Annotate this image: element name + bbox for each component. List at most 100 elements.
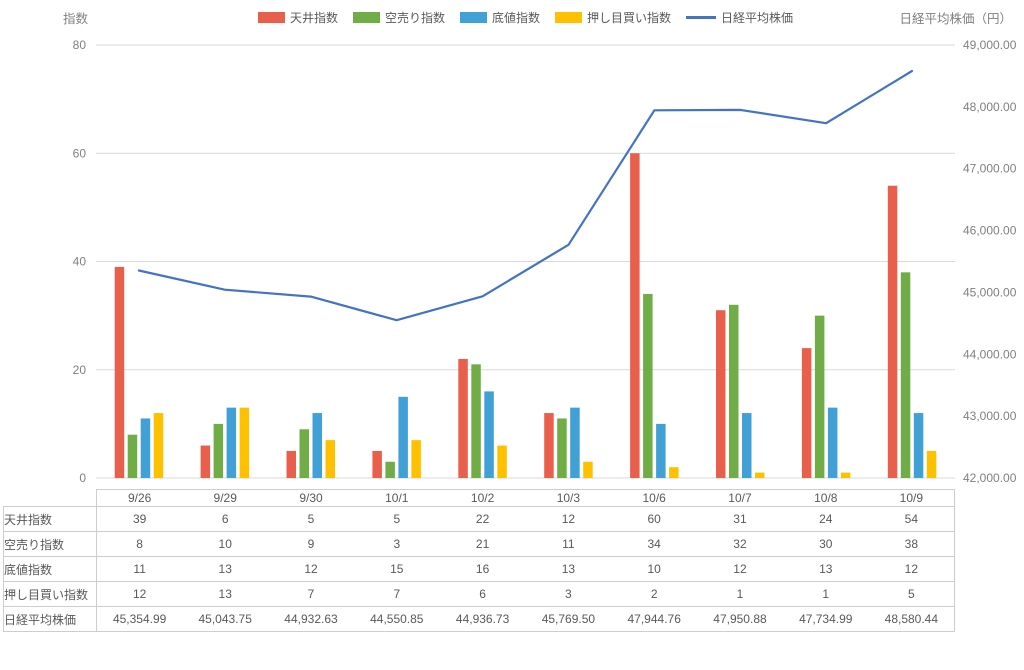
table-header-row: 9/26 9/29 9/30 10/1 10/2 10/3 10/6 10/7 10/8 10/9 <box>4 489 955 507</box>
table-cell-r1-c9: 38 <box>868 531 955 557</box>
table-column-header-10/7: 10/7 <box>697 489 783 507</box>
table-row-4: 日経平均株価 45,354.99 45,043.75 44,932.63 44,550.… <box>3 606 955 632</box>
legend-item-short-sell-index: 空売り指数 <box>352 9 445 26</box>
right-axis-title: 日経平均株価（円） <box>899 12 1012 26</box>
bar-short-sell-index-10/1 <box>385 461 395 478</box>
table-cell-r1-c1: 10 <box>182 531 269 557</box>
table-cell-r0-c0: 39 <box>96 506 183 532</box>
table-cell-r0-c5: 12 <box>525 506 612 532</box>
bar-short-sell-index-10/2 <box>471 364 481 478</box>
table-column-header-10/3: 10/3 <box>525 489 612 507</box>
bar-ceiling-index-10/1 <box>372 450 382 478</box>
bar-ceiling-index-10/7 <box>716 310 726 478</box>
table-cell-r3-c8: 1 <box>782 581 869 607</box>
bar-ceiling-index-10/2 <box>458 358 468 478</box>
chart-legend: 天井指数 空売り指数 底値指数 押し目買い指数 日経平均株価 <box>96 8 955 26</box>
bar-dip-buy-index-10/8 <box>840 472 851 478</box>
right-axis-tick-label: 42,000.00 <box>963 471 1017 485</box>
bar-dip-buy-index-9/29 <box>239 407 250 478</box>
table-row-3: 押し目買い指数 12 13 7 7 6 3 2 1 1 5 <box>3 581 955 607</box>
bar-bottom-index-10/1 <box>398 396 408 478</box>
table-cell-r0-c2: 5 <box>268 506 354 532</box>
table-cell-r3-c3: 7 <box>353 581 440 607</box>
legend-label-short-sell-index: 空売り指数 <box>384 10 445 25</box>
right-axis-tick-label: 44,000.00 <box>963 347 1017 361</box>
bar-ceiling-index-9/26 <box>114 266 125 478</box>
legend-label-bottom-index: 底値指数 <box>491 10 540 25</box>
table-row-label-4: 日経平均株価 <box>3 606 97 632</box>
bar-ceiling-index-10/9 <box>887 185 898 478</box>
table-cell-r2-c2: 12 <box>268 556 354 582</box>
right-axis-tick-label: 43,000.00 <box>963 409 1017 423</box>
bar-short-sell-index-9/30 <box>299 429 309 478</box>
legend-line-marker-nikkei-average <box>686 15 717 19</box>
table-row-label-1: 空売り指数 <box>3 531 97 557</box>
right-axis-tick-label: 49,000.00 <box>963 38 1017 52</box>
table-cell-r3-c7: 1 <box>697 581 783 607</box>
table-cell-r1-c8: 30 <box>782 531 869 557</box>
table-cell-r0-c3: 5 <box>353 506 440 532</box>
legend-label-ceiling-index: 天井指数 <box>289 10 338 25</box>
bar-bottom-index-10/9 <box>913 413 924 478</box>
table-cell-r1-c4: 21 <box>439 531 526 557</box>
table-column-header-9/30: 9/30 <box>268 489 354 507</box>
line-nikkei-average <box>137 69 914 322</box>
table-row-2: 底値指数 11 13 12 15 16 13 10 12 13 12 <box>3 556 955 582</box>
table-row-label-0: 天井指数 <box>3 506 97 532</box>
table-cell-r4-c0: 45,354.99 <box>96 606 183 632</box>
left-axis-tick-label: 60 <box>73 146 87 160</box>
table-cell-r3-c0: 12 <box>96 581 183 607</box>
table-column-header-10/8: 10/8 <box>782 489 869 507</box>
bar-bottom-index-10/8 <box>827 407 838 478</box>
right-axis-tick-label: 47,000.00 <box>963 162 1017 176</box>
table-column-header-10/9: 10/9 <box>868 489 955 507</box>
bar-bottom-index-10/3 <box>570 407 580 478</box>
bar-dip-buy-index-10/7 <box>755 472 765 478</box>
bar-short-sell-index-9/29 <box>213 423 224 478</box>
combo-bar-line-chart: 0 20 40 60 80 42,000.00 43,000.00 44,000.00 45,0… <box>73 38 1017 485</box>
table-cell-r0-c4: 22 <box>439 506 526 532</box>
table-cell-r2-c0: 11 <box>96 556 183 582</box>
table-cell-r2-c4: 16 <box>439 556 526 582</box>
table-cell-r3-c5: 3 <box>525 581 612 607</box>
left-axis-tick-label: 20 <box>73 363 87 377</box>
bar-short-sell-index-10/9 <box>900 272 911 478</box>
table-row-1: 空売り指数 8 10 9 3 21 11 34 32 30 38 <box>3 531 955 557</box>
legend-label-nikkei-average: 日経平均株価 <box>721 10 794 25</box>
bar-short-sell-index-10/7 <box>729 304 739 478</box>
table-corner-cell <box>4 490 97 507</box>
table-cell-r0-c1: 6 <box>182 506 269 532</box>
table-cell-r3-c4: 6 <box>439 581 526 607</box>
table-cell-r1-c5: 11 <box>525 531 612 557</box>
legend-swatch-bottom-index <box>459 11 487 23</box>
table-cell-r2-c5: 13 <box>525 556 612 582</box>
legend-item-nikkei-average: 日経平均株価 <box>686 9 793 26</box>
bar-bottom-index-10/2 <box>484 391 494 478</box>
table-column-header-10/2: 10/2 <box>439 489 526 507</box>
table-cell-r1-c6: 34 <box>611 531 698 557</box>
bar-dip-buy-index-10/1 <box>411 440 421 478</box>
bar-ceiling-index-10/3 <box>544 413 554 478</box>
table-row-0: 天井指数 39 6 5 5 22 12 60 31 24 54 <box>3 506 955 532</box>
table-cell-r1-c0: 8 <box>96 531 183 557</box>
table-cell-r4-c4: 44,936.73 <box>439 606 526 632</box>
table-column-header-9/26: 9/26 <box>96 489 183 507</box>
table-cell-r1-c7: 32 <box>697 531 783 557</box>
left-axis-title: 指数 <box>62 12 88 26</box>
table-cell-r4-c6: 47,944.76 <box>611 606 698 632</box>
table-row-label-2: 底値指数 <box>3 556 97 582</box>
bar-dip-buy-index-10/2 <box>497 445 507 478</box>
table-cell-r4-c3: 44,550.85 <box>353 606 440 632</box>
bar-dip-buy-index-9/30 <box>325 440 335 478</box>
table-cell-r2-c8: 13 <box>782 556 869 582</box>
bar-short-sell-index-9/26 <box>127 434 138 478</box>
bar-bottom-index-9/29 <box>226 407 237 478</box>
table-cell-r2-c9: 12 <box>868 556 955 582</box>
bar-dip-buy-index-10/6 <box>669 467 679 478</box>
table-cell-r0-c6: 60 <box>611 506 698 532</box>
left-axis-tick-label: 0 <box>79 471 86 485</box>
table-cell-r3-c9: 5 <box>868 581 955 607</box>
table-cell-r2-c1: 13 <box>182 556 269 582</box>
bar-short-sell-index-10/3 <box>557 418 567 478</box>
